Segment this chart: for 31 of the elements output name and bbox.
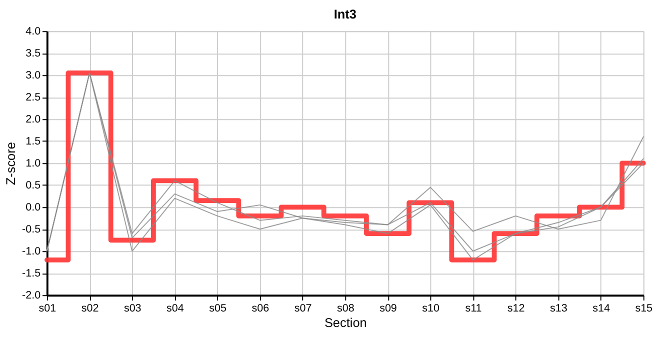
x-tick-label: s12 xyxy=(507,302,525,314)
y-tick-label: 3.0 xyxy=(26,70,41,82)
x-axis-title: Section xyxy=(324,314,367,330)
y-tick-label: -0.5 xyxy=(22,224,41,236)
x-tick-label: s14 xyxy=(592,302,610,314)
y-tick-label: -2.0 xyxy=(22,290,41,302)
y-tick-label: 1.5 xyxy=(26,136,41,148)
x-tick-label: s05 xyxy=(209,302,227,314)
x-tick-label: s11 xyxy=(465,302,482,314)
x-tick-label: s15 xyxy=(635,302,653,314)
x-tick-label: s03 xyxy=(124,302,142,314)
x-tick-label: s10 xyxy=(422,302,440,314)
x-tick-label: s09 xyxy=(380,302,397,314)
y-axis-title: Z-score xyxy=(3,142,18,186)
chart-title: Int3 xyxy=(334,6,356,22)
x-tick-label: s06 xyxy=(252,302,270,314)
x-tick-label: s01 xyxy=(38,302,56,314)
y-tick-label: 0.5 xyxy=(26,180,41,192)
y-tick-label: -1.0 xyxy=(22,246,41,258)
y-tick-label: 0.0 xyxy=(26,202,41,214)
y-tick-label: -1.5 xyxy=(22,268,41,280)
y-tick-label: 1.0 xyxy=(26,158,41,170)
x-tick-label: s13 xyxy=(550,302,568,314)
y-tick-label: 4.0 xyxy=(26,26,41,38)
x-tick-label: s07 xyxy=(294,302,312,314)
y-tick-label: 2.5 xyxy=(26,92,41,104)
y-tick-label: 3.5 xyxy=(26,48,41,60)
x-tick-label: s08 xyxy=(336,302,354,314)
x-tick-label: s02 xyxy=(81,302,99,314)
x-tick-label: s04 xyxy=(166,302,184,314)
y-tick-label: 2.0 xyxy=(26,114,41,126)
